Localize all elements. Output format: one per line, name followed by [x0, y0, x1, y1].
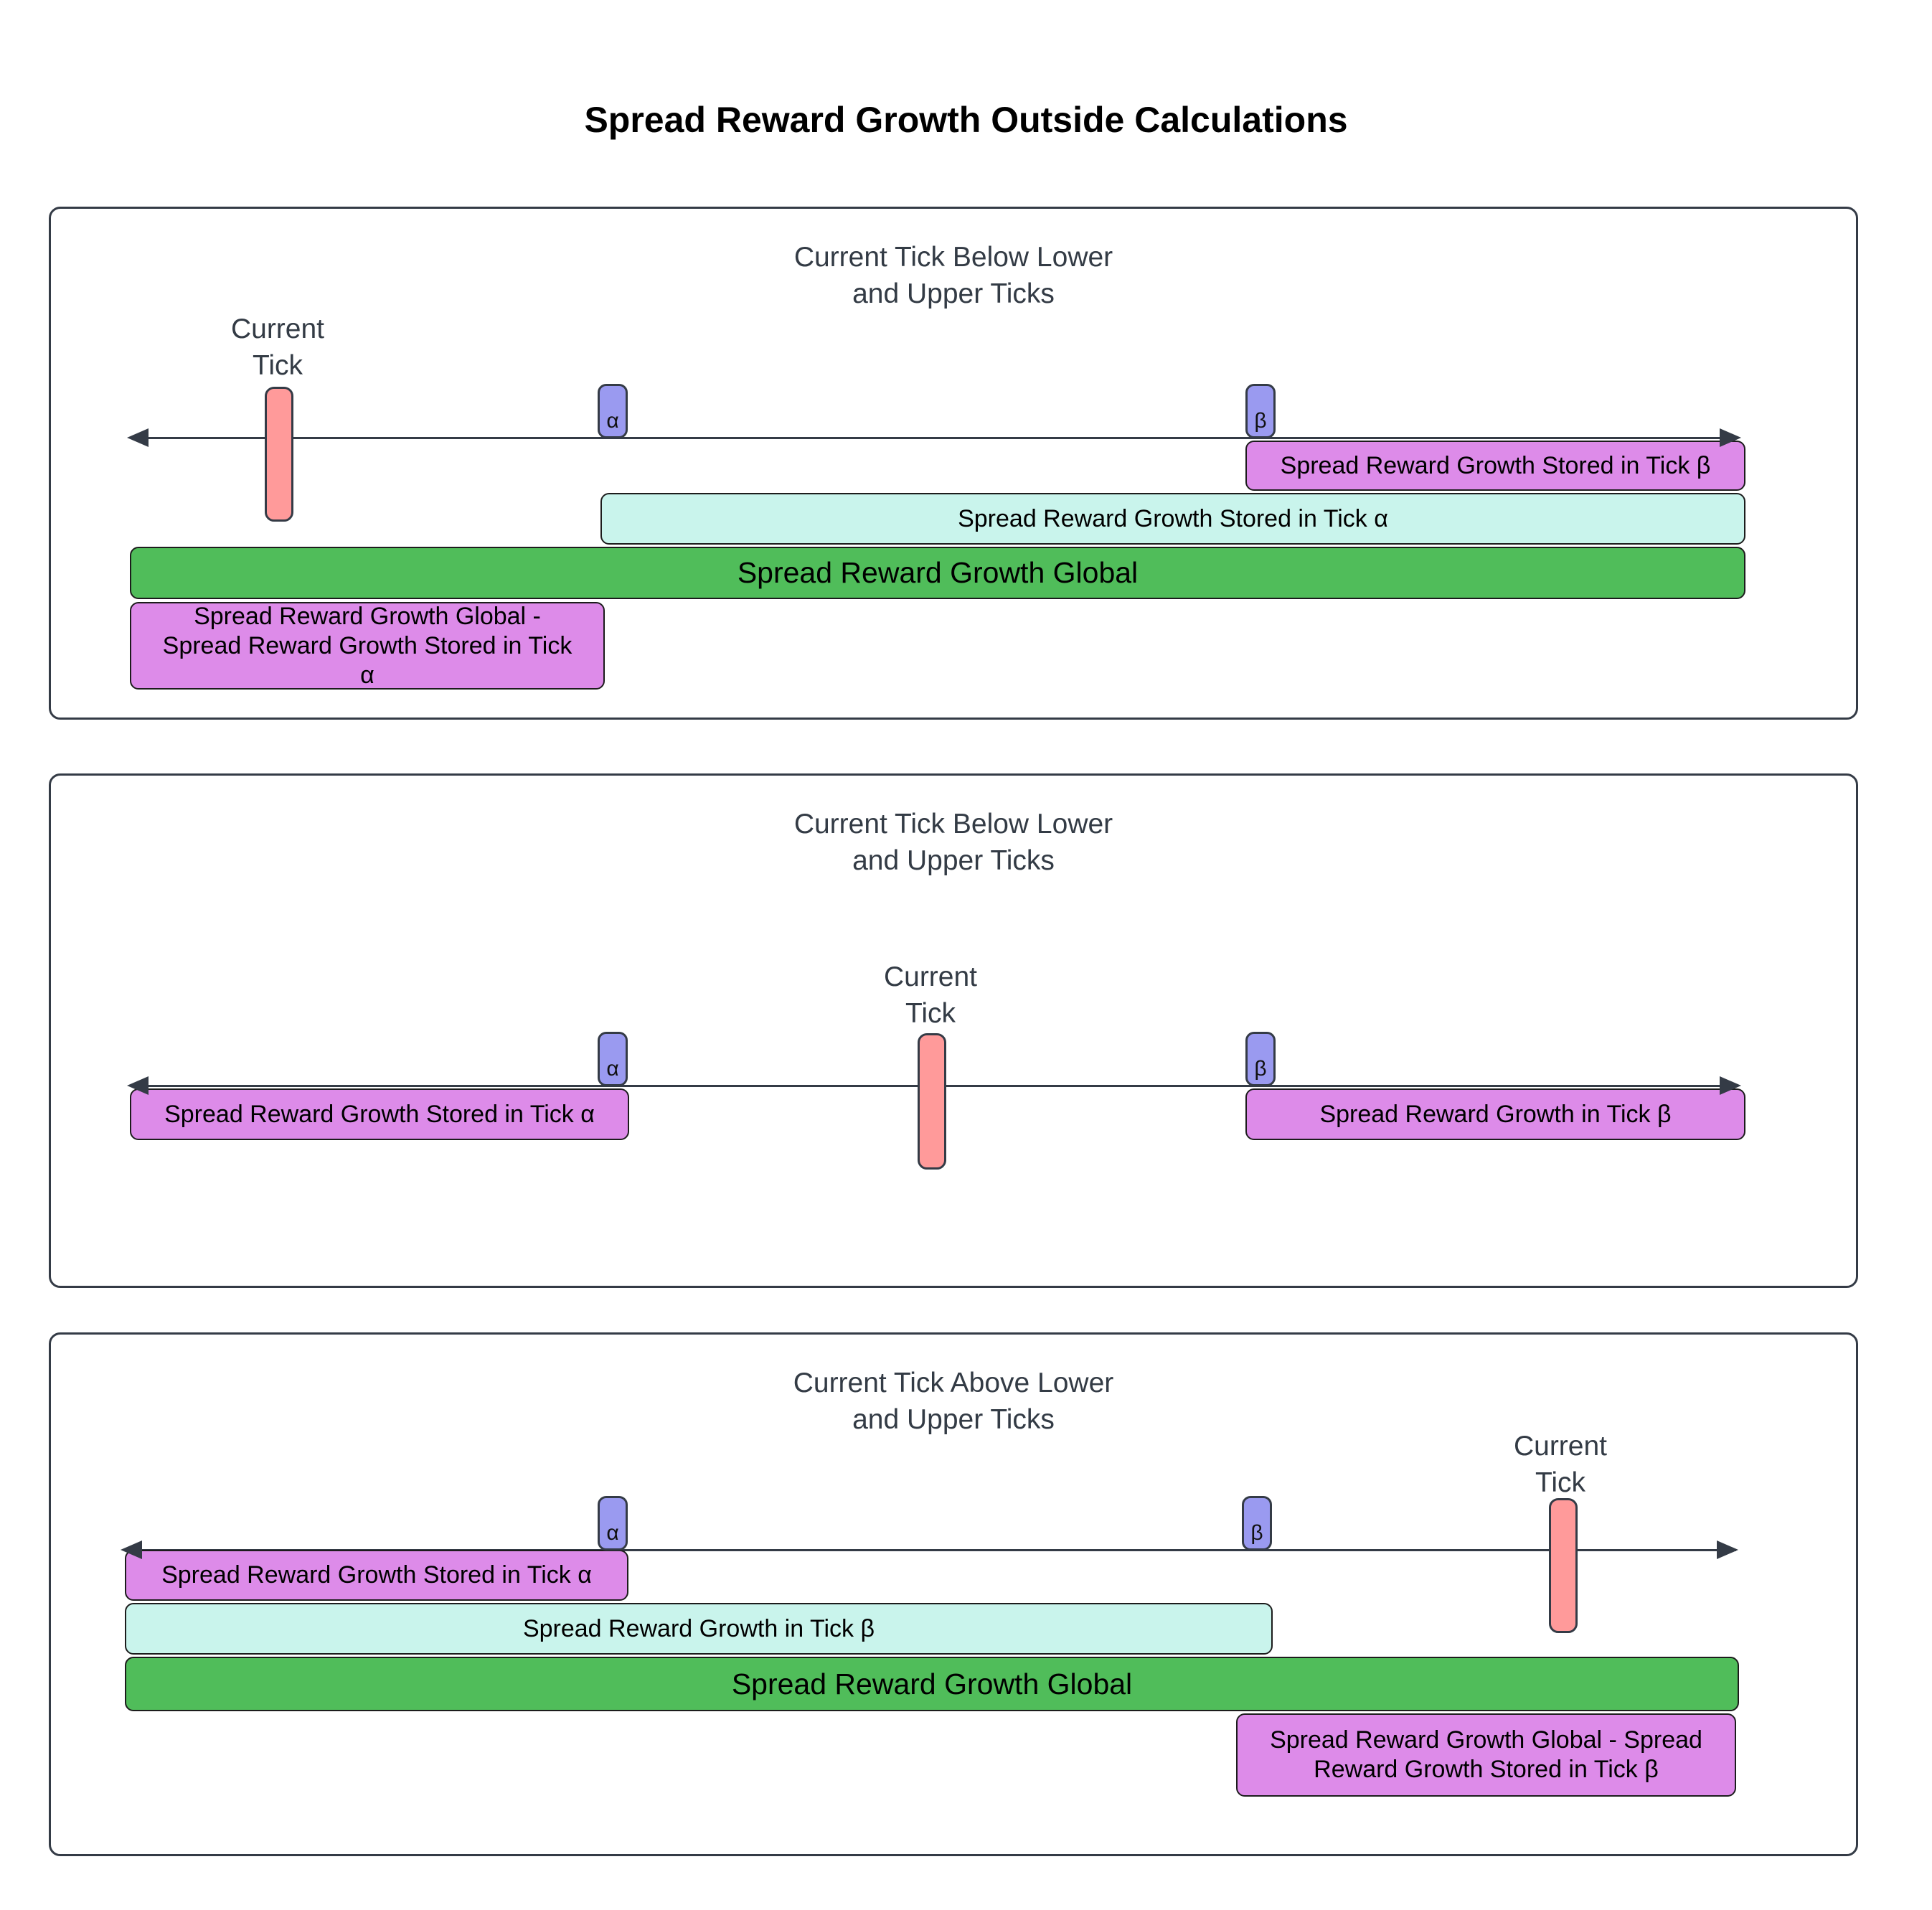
panel-current-tick-above: Current Tick Above Lower and Upper Ticks…: [49, 1332, 1858, 1856]
panel-header-line2: and Upper Ticks: [852, 278, 1055, 309]
current-tick-label: Current Tick: [163, 311, 392, 384]
bar-label: Spread Reward Growth Global - Spread Rew…: [1270, 1726, 1702, 1784]
alpha-tick-label: α: [606, 1521, 619, 1545]
panel-header: Current Tick Below Lower and Upper Ticks: [51, 239, 1856, 312]
bar-label: Spread Reward Growth Stored in Tick β: [1280, 451, 1711, 479]
panel-current-tick-below: Current Tick Below Lower and Upper Ticks…: [49, 207, 1858, 720]
panel-header-line1: Current Tick Below Lower: [793, 809, 1113, 839]
current-tick-label-line2: Tick: [905, 998, 956, 1029]
bar-label-line1: Spread Reward Growth Global -: [194, 602, 541, 630]
axis-left-arrow-icon: [127, 428, 149, 447]
bar-label: Spread Reward Growth Stored in Tick α: [958, 504, 1388, 532]
alpha-tick-marker: α: [598, 384, 628, 438]
bar-label: Spread Reward Growth in Tick β: [522, 1614, 875, 1642]
beta-tick-marker: β: [1245, 1032, 1276, 1086]
bar-in-tick-beta: Spread Reward Growth in Tick β: [125, 1603, 1273, 1655]
bar-stored-in-tick-alpha: Spread Reward Growth Stored in Tick α: [600, 493, 1745, 545]
current-tick-label-line2: Tick: [252, 350, 303, 381]
bar-label-line2: Spread Reward Growth Stored in Tick: [162, 631, 572, 659]
current-tick-label-line1: Current: [883, 961, 978, 992]
beta-tick-marker: β: [1242, 1496, 1272, 1551]
alpha-tick-marker: α: [598, 1496, 628, 1551]
axis-left-arrow-icon: [127, 1076, 149, 1095]
current-tick-marker: [918, 1033, 946, 1170]
bar-label-line3: α: [360, 661, 374, 689]
panel-header-line2: and Upper Ticks: [852, 1404, 1055, 1435]
bar-stored-in-tick-alpha: Spread Reward Growth Stored in Tick α: [125, 1550, 628, 1601]
bar-label: Spread Reward Growth Stored in Tick α: [164, 1100, 595, 1128]
bar-label: Spread Reward Growth Global: [737, 556, 1139, 589]
panel-header: Current Tick Above Lower and Upper Ticks: [51, 1365, 1856, 1438]
bar-label: Spread Reward Growth in Tick β: [1319, 1100, 1672, 1128]
current-tick-label-line1: Current: [1513, 1431, 1608, 1462]
panel-current-tick-between: Current Tick Below Lower and Upper Ticks…: [49, 773, 1858, 1288]
panel-header: Current Tick Below Lower and Upper Ticks: [51, 806, 1856, 879]
beta-tick-marker: β: [1245, 384, 1276, 438]
bar-global: Spread Reward Growth Global: [130, 547, 1745, 599]
current-tick-label: Current Tick: [816, 959, 1045, 1032]
bar-global: Spread Reward Growth Global: [125, 1657, 1739, 1711]
beta-tick-label: β: [1254, 409, 1267, 433]
bar-label: Spread Reward Growth Stored in Tick α: [161, 1561, 592, 1589]
axis-right-arrow-icon: [1717, 1540, 1738, 1559]
panel-header-line1: Current Tick Above Lower: [793, 1368, 1114, 1398]
alpha-tick-marker: α: [598, 1032, 628, 1086]
panel-header-line2: and Upper Ticks: [852, 845, 1055, 876]
current-tick-label: Current Tick: [1446, 1428, 1675, 1501]
beta-tick-label: β: [1250, 1521, 1263, 1545]
bar-stored-in-tick-beta: Spread Reward Growth Stored in Tick β: [1245, 441, 1745, 491]
bar-label: Spread Reward Growth Global: [731, 1667, 1133, 1700]
bar-label: Spread Reward Growth Global - Spread Rew…: [163, 602, 572, 690]
current-tick-label-line1: Current: [230, 314, 325, 344]
axis-line: [125, 1549, 1736, 1551]
alpha-tick-label: α: [606, 409, 619, 433]
axis-left-arrow-icon: [121, 1540, 142, 1559]
current-tick-label-line2: Tick: [1535, 1467, 1586, 1498]
bar-in-tick-beta: Spread Reward Growth in Tick β: [1245, 1088, 1745, 1140]
bar-global-minus-stored-alpha: Spread Reward Growth Global - Spread Rew…: [130, 602, 605, 690]
bar-label-line1: Spread Reward Growth Global - Spread: [1270, 1726, 1702, 1754]
current-tick-marker: [1549, 1498, 1578, 1633]
current-tick-marker: [265, 387, 293, 522]
bar-global-minus-stored-beta: Spread Reward Growth Global - Spread Rew…: [1236, 1713, 1736, 1797]
alpha-tick-label: α: [606, 1057, 619, 1081]
axis-line: [131, 437, 1738, 439]
bar-label-line2: Reward Growth Stored in Tick β: [1314, 1756, 1659, 1783]
panel-header-line1: Current Tick Below Lower: [793, 242, 1113, 273]
axis-right-arrow-icon: [1720, 1076, 1741, 1095]
bar-stored-in-tick-alpha: Spread Reward Growth Stored in Tick α: [130, 1088, 629, 1140]
axis-right-arrow-icon: [1720, 428, 1741, 447]
beta-tick-label: β: [1254, 1057, 1267, 1081]
diagram-title: Spread Reward Growth Outside Calculation…: [584, 100, 1348, 140]
